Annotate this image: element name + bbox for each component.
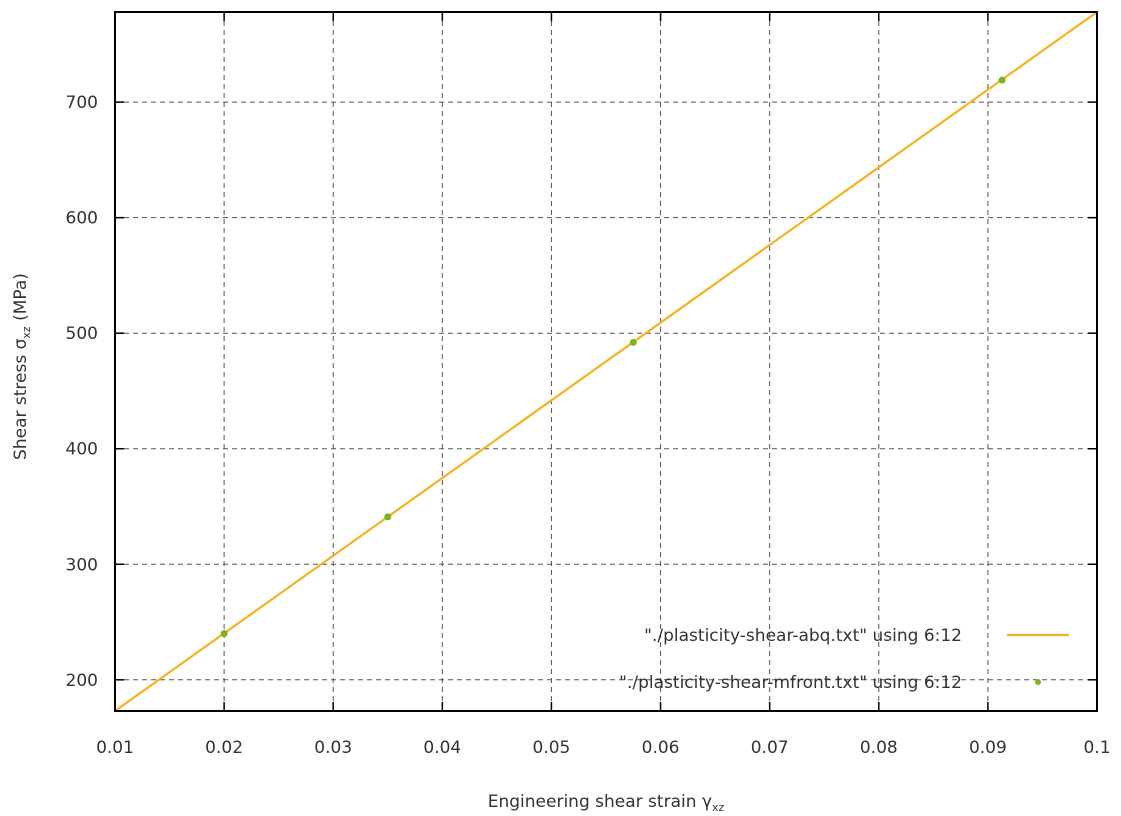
x-tick-label: 0.03 — [314, 738, 352, 758]
x-tick-label: 0.09 — [969, 738, 1007, 758]
y-axis-title: Shear stress σxz (MPa) — [11, 273, 33, 460]
data-point-mfront — [998, 76, 1006, 84]
legend-label: "./plasticity-shear-abq.txt" using 6:12 — [644, 626, 962, 646]
x-tick-label: 0.06 — [642, 738, 680, 758]
series-line-abq — [114, 11, 1098, 712]
x-axis-title: Engineering shear strain γxz — [488, 792, 725, 814]
label-layer: 0.01 0.02 0.03 0.04 0.05 0.06 0.07 0.08 0.09 0.1 2… — [11, 93, 1111, 814]
y-tick-label: 700 — [66, 93, 98, 113]
data-point-mfront — [384, 513, 392, 521]
x-tick-label: 0.02 — [205, 738, 243, 758]
y-tick-label: 400 — [66, 440, 98, 460]
x-tick-label: 0.04 — [423, 738, 461, 758]
x-tick-label: 0.01 — [96, 738, 134, 758]
series-layer — [114, 11, 1098, 712]
data-point-mfront — [629, 338, 637, 346]
x-tick-label: 0.1 — [1083, 738, 1110, 758]
y-tick-label: 200 — [66, 671, 98, 691]
y-tick-label: 300 — [66, 555, 98, 575]
y-tick-label: 600 — [66, 209, 98, 229]
x-tick-label: 0.05 — [533, 738, 571, 758]
legend-label: "./plasticity-shear-mfront.txt" using 6:… — [619, 673, 962, 693]
data-point-mfront — [220, 630, 228, 638]
y-tick-label: 500 — [66, 324, 98, 344]
legend-point-sample — [1035, 679, 1041, 685]
grid-layer — [115, 12, 1097, 711]
legend: "./plasticity-shear-abq.txt" using 6:12 "… — [619, 626, 1069, 693]
x-tick-label: 0.07 — [751, 738, 789, 758]
plot-frame — [114, 11, 1098, 712]
x-tick-label: 0.08 — [860, 738, 898, 758]
